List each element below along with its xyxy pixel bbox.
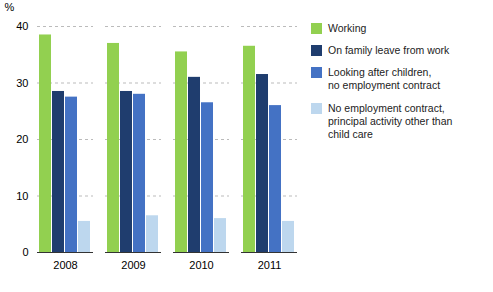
svg-text:2008: 2008 bbox=[53, 259, 77, 271]
svg-text:2010: 2010 bbox=[189, 259, 213, 271]
html-text:Looking after children, no emp: Looking after children, no employment co… bbox=[328, 66, 441, 92]
svg-text:2009: 2009 bbox=[121, 259, 145, 271]
svg-text:2011: 2011 bbox=[258, 259, 282, 271]
svg-text:20: 20 bbox=[16, 133, 28, 145]
svg-text:30: 30 bbox=[16, 77, 28, 89]
svg-text:0: 0 bbox=[22, 246, 28, 258]
svg-text:10: 10 bbox=[16, 190, 28, 202]
svg-text:%: % bbox=[5, 1, 15, 13]
html-text:On family leave from work: On family leave from work bbox=[328, 44, 450, 57]
svg-text:40: 40 bbox=[16, 20, 28, 32]
html-text:No employment contract, princi: No employment contract, principal activi… bbox=[328, 101, 453, 140]
html-text:Working: Working bbox=[328, 22, 367, 34]
